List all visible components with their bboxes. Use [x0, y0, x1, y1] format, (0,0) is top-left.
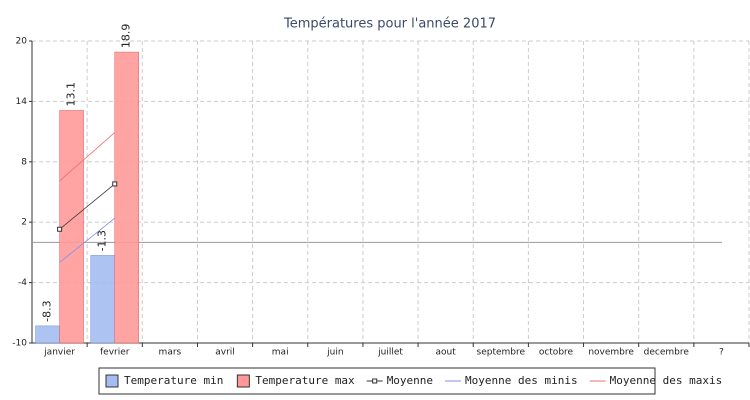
line: [59, 183, 115, 230]
y-tick-label: 14: [16, 97, 28, 107]
y-tick-label: -4: [18, 278, 27, 288]
value-label: 13.1: [65, 82, 78, 107]
legend-marker: [372, 378, 378, 384]
y-tick-label: 8: [21, 157, 27, 167]
x-tick-label: ?: [719, 348, 724, 358]
x-tick-label: aout: [436, 348, 457, 358]
legend-label: Moyenne: [387, 374, 433, 387]
bar: [90, 255, 115, 344]
x-tick-label: novembre: [588, 348, 634, 358]
legend-swatch: [236, 374, 250, 388]
value-label: -1.3: [96, 230, 109, 251]
value-label: 18.9: [120, 24, 133, 49]
x-tick-label: fevrier: [100, 348, 130, 358]
line: [59, 132, 115, 182]
point: [112, 181, 118, 187]
line: [59, 217, 115, 263]
legend-swatch: [105, 374, 119, 388]
legend-label: Moyenne des minis: [465, 374, 578, 387]
x-tick-label: juin: [326, 348, 343, 358]
y-tick-label: -10: [12, 339, 27, 349]
x-tick-label: decembre: [644, 348, 690, 358]
y-tick-label: 2: [21, 218, 27, 228]
legend-label: Temperature min: [124, 374, 223, 387]
x-tick-label: avril: [215, 348, 235, 358]
point: [57, 226, 63, 232]
x-tick-label: juillet: [377, 348, 403, 358]
x-tick-label: mars: [159, 348, 182, 358]
bar: [35, 325, 60, 344]
bar: [59, 110, 84, 344]
y-tick-label: 20: [16, 37, 28, 47]
x-tick-label: janvier: [43, 348, 75, 358]
x-tick-label: mai: [272, 348, 289, 358]
legend-label: Moyenne des maxis: [610, 374, 723, 387]
x-tick-label: octobre: [539, 348, 574, 358]
bar: [114, 51, 139, 344]
x-tick-label: septembre: [477, 348, 526, 358]
value-label: -8.3: [41, 300, 54, 321]
chart-title: Températures pour l'année 2017: [283, 17, 496, 32]
legend-label: Temperature max: [255, 374, 355, 387]
